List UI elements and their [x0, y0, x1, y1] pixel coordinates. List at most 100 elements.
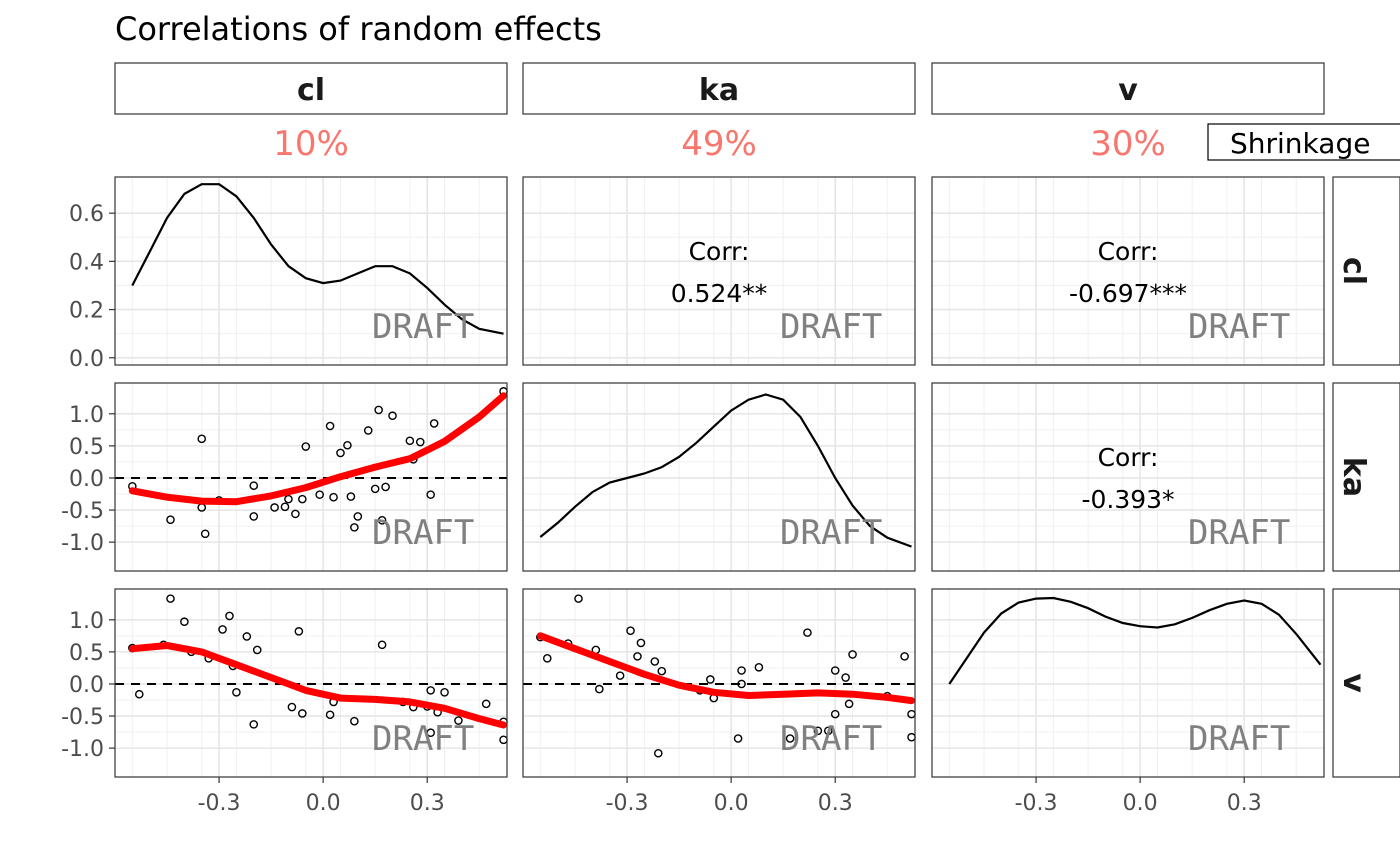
data-point	[252, 645, 262, 655]
data-point	[542, 653, 552, 663]
data-point	[301, 442, 311, 451]
data-point	[346, 492, 356, 501]
panel-border	[114, 176, 508, 366]
smooth-line	[536, 632, 915, 705]
panel-border	[931, 382, 1325, 572]
row-strip-label-ka: ka	[1336, 457, 1371, 497]
strip-label-ka: ka	[699, 73, 739, 108]
shrinkage-label-cl: 10%	[273, 124, 349, 164]
data-point	[180, 617, 189, 627]
smooth-line	[128, 642, 507, 729]
shrinkage-label-ka: 49%	[681, 124, 757, 164]
panel-border	[931, 588, 1325, 778]
panel-border	[114, 382, 508, 572]
data-point	[426, 728, 435, 738]
strip-v: v	[931, 62, 1325, 115]
y-axis-tick-label: 0.0	[69, 347, 104, 372]
data-point	[803, 628, 812, 637]
data-point	[653, 748, 663, 758]
x-axis-tick-label: 0.0	[1123, 791, 1158, 816]
data-point	[388, 411, 397, 421]
x-axis-tick-label: 0.0	[714, 791, 749, 816]
strip-cl: cl	[114, 62, 508, 115]
panel-border	[931, 176, 1325, 366]
chart-title: Correlations of random effects	[115, 10, 602, 48]
data-point	[481, 699, 491, 709]
density-line-ka	[539, 393, 912, 548]
data-point	[626, 626, 635, 636]
data-point	[350, 716, 359, 726]
watermark-draft: DRAFT	[372, 307, 474, 347]
data-point	[287, 702, 297, 712]
data-point	[225, 611, 234, 621]
data-point	[650, 657, 660, 666]
data-point	[785, 734, 795, 743]
strip-ka: ka	[522, 62, 916, 115]
watermarks: DRAFT DRAFT DRAFT DRAFT DRAFT DRAFT DRAF…	[372, 307, 1290, 759]
y-axis-tick-label: 0.0	[69, 673, 104, 698]
data-point	[454, 716, 463, 725]
watermark-draft: DRAFT	[372, 513, 474, 553]
data-point	[405, 436, 415, 446]
data-point	[284, 494, 293, 504]
y-axis-tick-label: 0.4	[69, 250, 104, 275]
data-point	[595, 684, 604, 694]
corr-label: Corr:	[1098, 443, 1159, 472]
y-axis-tick-label: 0.6	[69, 202, 104, 227]
data-point	[377, 516, 387, 525]
watermark-draft: DRAFT	[780, 719, 882, 759]
data-point	[657, 666, 667, 676]
data-point	[841, 673, 850, 682]
data-point	[377, 640, 387, 650]
data-point	[415, 437, 425, 447]
panel-grid: 0.0 0.2 0.4 0.6 -1.0 -0.5 0.0 0.5 1.0 -1.0 -0.5 0.0…	[61, 176, 1325, 816]
data-point	[298, 494, 307, 504]
watermark-draft: DRAFT	[780, 513, 882, 553]
data-point	[615, 671, 625, 680]
x-axis-tick-label: 0.0	[306, 791, 341, 816]
data-point	[363, 426, 373, 435]
panel-cl-ka	[523, 177, 915, 365]
data-point	[830, 666, 840, 675]
y-axis-tick-label: -1.0	[61, 531, 104, 556]
data-point	[733, 734, 743, 743]
data-point	[636, 638, 646, 648]
data-point	[737, 666, 746, 675]
watermark-draft: DRAFT	[1188, 719, 1290, 759]
legend-shrinkage: Shrinkage	[1207, 123, 1400, 161]
data-point	[166, 515, 175, 524]
data-point	[374, 405, 383, 415]
data-point	[249, 720, 259, 729]
data-point	[848, 650, 857, 659]
row-strip-label-v: v	[1336, 673, 1371, 693]
data-point	[813, 726, 823, 736]
corr-label: Corr:	[689, 237, 750, 266]
data-point	[232, 688, 241, 697]
density-line-cl	[131, 183, 504, 335]
row-strip-label-cl: cl	[1336, 257, 1371, 285]
y-axis-tick-label: -0.5	[61, 499, 104, 524]
x-axis-tick-label: -0.3	[1015, 791, 1058, 816]
x-axis-tick-label: -0.3	[606, 791, 649, 816]
data-point	[249, 512, 259, 521]
data-point	[844, 699, 854, 709]
data-point	[350, 523, 359, 532]
data-point	[823, 726, 833, 736]
smooth-line	[128, 392, 507, 506]
panel-border	[522, 588, 916, 778]
data-point	[242, 632, 252, 641]
x-axis-tick-label: 0.3	[1227, 791, 1262, 816]
data-point	[249, 481, 259, 490]
watermark-draft: DRAFT	[372, 719, 474, 759]
corr-label: Corr:	[1098, 237, 1159, 266]
panel-border	[522, 176, 916, 366]
data-point	[440, 688, 449, 697]
data-point	[429, 419, 439, 428]
row-strip-cl: cl	[1332, 176, 1400, 366]
strip-label-v: v	[1118, 73, 1138, 108]
data-point	[426, 686, 435, 695]
data-point	[218, 625, 227, 634]
data-point	[200, 529, 210, 539]
strip-label-cl: cl	[297, 73, 325, 108]
